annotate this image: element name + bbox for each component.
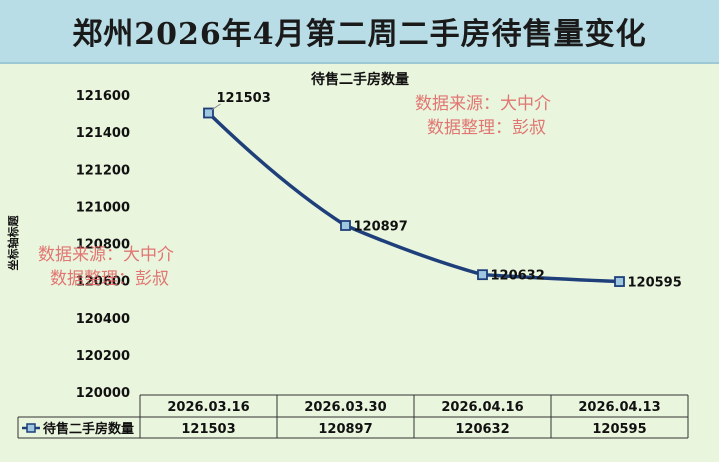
- y-tick-label: 120400: [76, 312, 130, 327]
- y-tick-label: 121200: [76, 163, 130, 178]
- data-label-leader: [211, 103, 221, 111]
- table-value-cell: 120897: [318, 422, 372, 437]
- data-point-marker: [203, 107, 214, 119]
- data-label: 121503: [217, 91, 271, 106]
- legend-marker: [26, 423, 36, 433]
- data-point-marker: [340, 220, 351, 231]
- data-label: 120595: [628, 276, 682, 291]
- table-value-cell: 120632: [455, 422, 509, 437]
- table-value-cell: 121503: [181, 422, 235, 437]
- page-title: 郑州2026年4月第二周二手房待售量变化: [72, 17, 647, 52]
- watermark-organizer: 数据整理：彭叔: [427, 118, 546, 138]
- y-tick-label: 121400: [76, 126, 130, 141]
- data-label: 120632: [491, 269, 545, 284]
- watermark-bottom: 数据来源：大中介 数据整理：彭叔: [38, 243, 174, 291]
- y-axis-title: 坐标轴标题: [6, 215, 20, 271]
- x-category-label: 2026.03.16: [167, 400, 249, 415]
- legend-series-name: 待售二手房数量: [42, 421, 134, 437]
- y-tick-label: 121000: [76, 200, 130, 215]
- watermark-source: 数据来源：大中介: [38, 245, 174, 265]
- x-category-label: 2026.04.13: [578, 400, 660, 415]
- watermark-source: 数据来源：大中介: [415, 94, 551, 114]
- y-tick-label: 120800: [76, 238, 130, 253]
- y-tick-label: 120200: [76, 349, 130, 364]
- y-tick-label: 121600: [76, 89, 130, 104]
- x-category-label: 2026.04.16: [441, 400, 523, 415]
- table-value-cell: 120595: [592, 422, 646, 437]
- y-tick-label: 120600: [76, 275, 130, 290]
- x-category-label: 2026.03.30: [304, 400, 386, 415]
- y-tick-label: 120000: [76, 386, 130, 401]
- data-label: 120897: [354, 219, 408, 234]
- watermark-organizer: 数据整理：彭叔: [50, 269, 169, 289]
- data-point-marker: [614, 276, 625, 287]
- title-bar: 郑州2026年4月第二周二手房待售量变化: [0, 0, 719, 64]
- series-line: [207, 111, 620, 284]
- chart-title: 待售二手房数量: [311, 71, 409, 88]
- data-point-marker: [477, 269, 488, 281]
- watermark-top: 数据来源：大中介 数据整理：彭叔: [415, 92, 551, 140]
